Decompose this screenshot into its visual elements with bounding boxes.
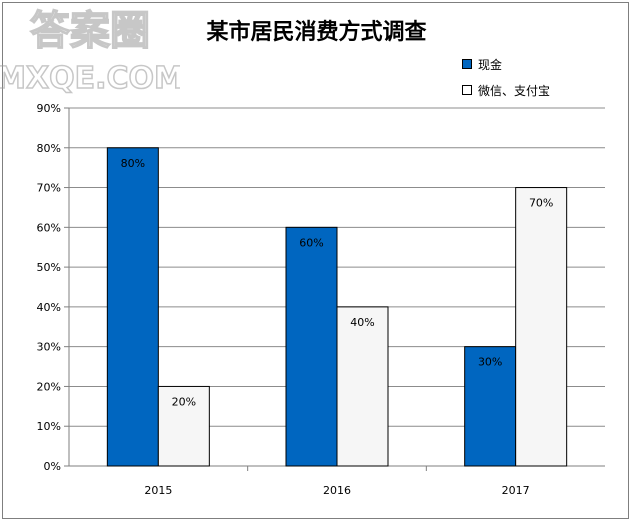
legend-label-wechat-alipay: 微信、支付宝 xyxy=(478,83,551,98)
y-tick-label: 90% xyxy=(37,102,61,115)
y-tick-label: 20% xyxy=(37,380,61,393)
data-label: 40% xyxy=(350,316,374,329)
data-label: 20% xyxy=(172,395,196,408)
y-tick-label: 40% xyxy=(37,301,61,314)
y-tick-label: 70% xyxy=(37,182,61,195)
y-tick-label: 0% xyxy=(44,460,61,473)
legend-item-cash: 现金 xyxy=(462,56,550,72)
watermark-line2: MXQE.COM xyxy=(0,61,180,96)
legend-label-cash: 现金 xyxy=(478,57,503,72)
watermark-line1: 答案圈 xyxy=(30,8,150,54)
y-tick-label: 60% xyxy=(37,221,61,234)
legend: 现金 微信、支付宝 xyxy=(462,56,550,108)
chart-title: 某市居民消费方式调查 xyxy=(206,19,427,45)
legend-swatch-wechat-alipay xyxy=(462,85,472,95)
data-label: 60% xyxy=(299,236,323,249)
bar xyxy=(336,306,389,467)
y-tick-label: 50% xyxy=(37,261,61,274)
x-tick-label: 2016 xyxy=(323,484,351,497)
y-tick-label: 10% xyxy=(37,420,61,433)
bar xyxy=(515,187,568,467)
data-label: 80% xyxy=(121,157,145,170)
data-label: 70% xyxy=(529,197,553,210)
y-tick-label: 80% xyxy=(37,142,61,155)
legend-item-wechat-alipay: 微信、支付宝 xyxy=(462,82,550,98)
watermark: 答案圈 MXQE.COM xyxy=(0,7,180,96)
x-tick-label: 2015 xyxy=(144,484,172,497)
y-tick-label: 30% xyxy=(37,341,61,354)
legend-swatch-cash xyxy=(462,59,472,69)
bar xyxy=(106,147,159,467)
bar xyxy=(464,346,517,467)
x-tick-label: 2017 xyxy=(502,484,530,497)
bar xyxy=(285,226,338,467)
data-label: 30% xyxy=(478,356,502,369)
bar xyxy=(157,385,210,467)
